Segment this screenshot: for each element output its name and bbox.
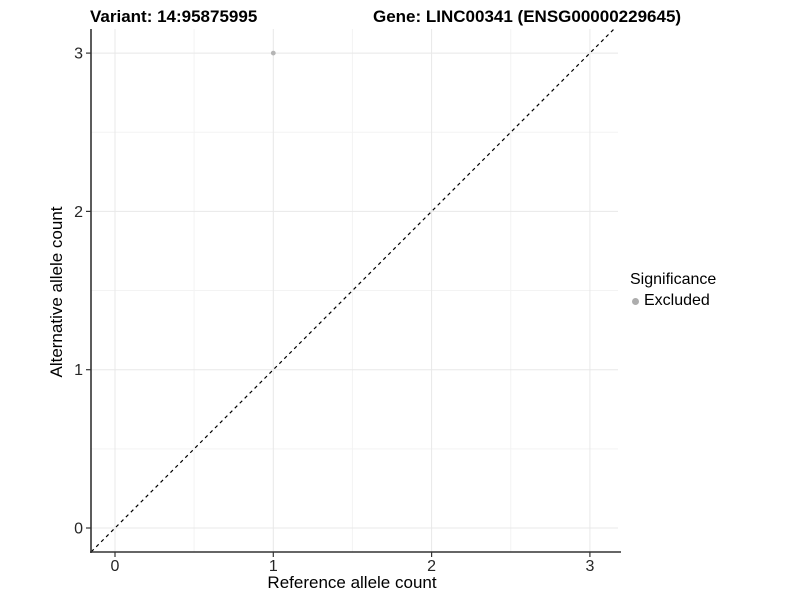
y-tick-label: 2 (74, 204, 83, 221)
y-tick-label: 1 (74, 362, 83, 379)
x-tick-label: 2 (427, 558, 436, 575)
legend-point-icon (632, 297, 639, 305)
legend-item-excluded: Excluded (632, 292, 716, 310)
plot-title-gene: Gene: LINC00341 (ENSG00000229645) (373, 7, 682, 26)
plot-title-variant: Variant: 14:95875995 (90, 7, 258, 26)
x-tick-label: 3 (585, 558, 594, 575)
legend-title: Significance (630, 271, 717, 288)
data-point (270, 50, 276, 56)
y-axis-title: Alternative allele count (47, 206, 66, 378)
y-tick-label: 0 (74, 521, 83, 538)
y-tick-label: 3 (74, 46, 83, 63)
x-tick-label: 1 (269, 558, 278, 575)
x-axis-title: Reference allele count (267, 573, 437, 592)
x-tick-label: 0 (111, 558, 120, 575)
legend: Significance Excluded (630, 271, 716, 310)
identity-line (90, 28, 615, 553)
legend-item-label: Excluded (644, 292, 710, 309)
